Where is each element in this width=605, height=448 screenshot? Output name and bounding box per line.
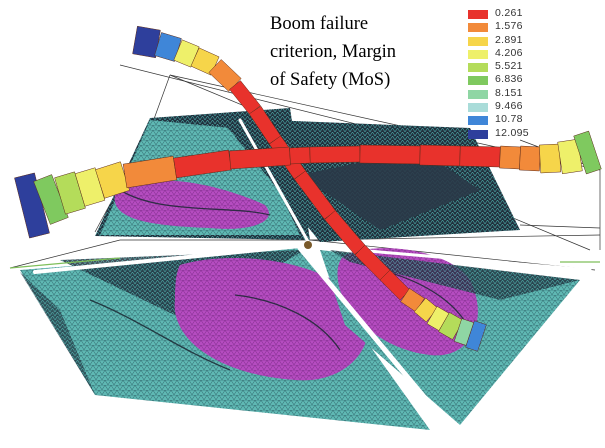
boom-right [309,130,602,175]
boom-segment [519,145,541,172]
support-lines [9,257,600,269]
boom-segment [289,146,311,165]
legend-entry: 1.576 [468,20,598,34]
legend-swatch [468,129,488,139]
legend-value: 2.891 [495,33,523,46]
legend-swatch [468,103,488,113]
boom-segment [122,155,178,189]
legend-value: 10.78 [495,113,523,126]
boom-segment [309,145,361,164]
boom-segment [190,47,220,76]
central-hub [304,241,312,249]
legend-entry: 0.261 [468,7,598,21]
legend-entry: 5.521 [468,60,598,74]
legend-swatch [468,10,488,19]
legend-swatch [468,89,488,99]
legend-entry: 8.151 [468,86,598,101]
legend-entry: 10.78 [468,113,598,127]
boom-segment [95,161,130,199]
boom-segment [33,174,69,225]
color-legend: 0.261 1.576 2.891 4.206 5.521 6.836 8.15… [468,7,598,141]
boom-left [14,146,311,239]
title-line-1: Boom failure [270,14,369,34]
title-line-2: criterion, Margin [270,42,397,62]
boom-segment [465,320,487,352]
legend-entry: 9.466 [468,100,598,114]
boom-segment [173,149,232,179]
boom-segment [54,171,86,215]
legend-entry: 12.095 [468,126,598,141]
legend-swatch [468,49,488,59]
boom-segment [154,32,182,62]
boom-segment [14,172,50,239]
legend-swatch [468,36,488,46]
membrane-seams [33,118,592,443]
boom-segment [132,25,161,59]
boom-segment [539,143,561,174]
legend-swatch [468,23,488,33]
legend-value: 4.206 [495,46,523,59]
boom-segment [229,146,291,170]
legend-value: 1.576 [495,20,523,33]
legend-entry: 6.836 [468,73,598,87]
legend-swatch [468,116,488,126]
boom-diagonal [400,287,487,352]
legend-value: 8.151 [495,86,523,99]
boom-segment [229,80,261,115]
legend-value: 12.095 [495,126,529,139]
boom-segment [74,167,106,207]
boom-segment [359,144,421,165]
legend-value: 5.521 [495,60,523,73]
legend-entry: 4.206 [468,46,598,61]
boom-segment [208,59,242,92]
boom-segment [419,144,461,167]
legend-value: 6.836 [495,73,523,86]
boom-segment [459,145,501,168]
boom-segment [573,130,602,175]
legend-entry: 2.891 [468,33,598,48]
boom-segment [499,145,521,170]
legend-swatch [468,76,488,86]
membrane-lower-left [20,248,430,430]
boom-segment [173,39,200,68]
title-line-3: of Safety (MoS) [270,70,391,90]
boom-segment [400,287,425,313]
legend-value: 9.466 [495,100,523,113]
figure-title: Boom failure criterion, Margin of Safety… [270,10,440,94]
legend-value: 0.261 [495,7,523,19]
legend-swatch [468,63,488,73]
